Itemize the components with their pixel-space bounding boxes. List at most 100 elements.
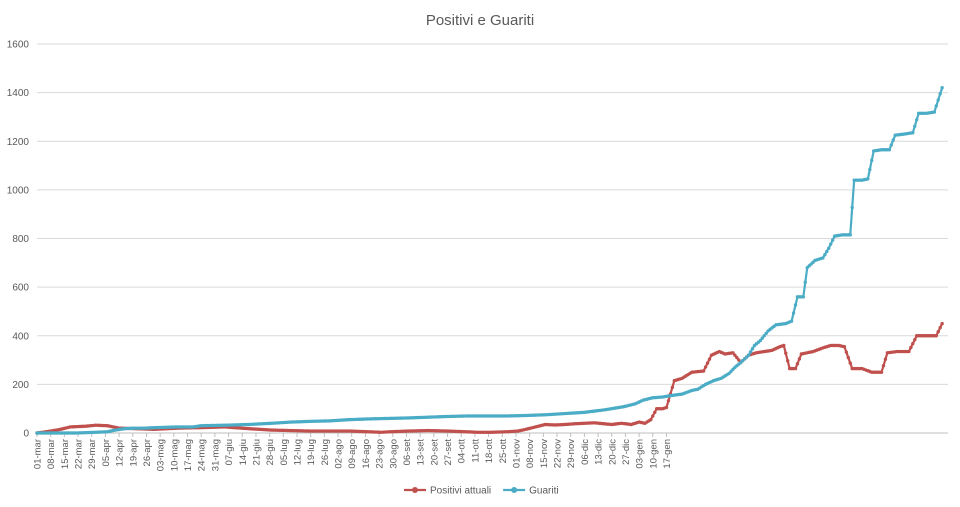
x-tick-label: 14-giu <box>238 439 249 465</box>
data-point <box>737 358 741 362</box>
data-point <box>789 319 794 323</box>
x-tick-label: 16-ago <box>361 439 372 469</box>
data-point <box>784 351 788 355</box>
data-point <box>913 338 917 342</box>
data-point <box>703 365 708 369</box>
data-point <box>651 414 655 418</box>
data-point <box>707 357 712 361</box>
data-point <box>758 338 763 343</box>
legend-label: Guariti <box>529 486 558 497</box>
data-point <box>649 417 653 422</box>
data-point <box>848 361 852 365</box>
data-point <box>909 345 913 350</box>
series-line <box>37 87 944 435</box>
x-tick-label: 04-ott <box>457 439 468 464</box>
grid-lines <box>37 43 948 434</box>
legend-swatch-marker <box>511 487 518 493</box>
data-point <box>666 399 671 403</box>
data-point <box>670 385 675 390</box>
x-tick-label: 11-ott <box>470 439 481 463</box>
x-tick-label: 26-apr <box>142 439 153 466</box>
data-point <box>913 124 917 128</box>
data-point <box>938 92 942 96</box>
x-tick-label: 17-gen <box>662 439 673 469</box>
x-tick-label: 15-mar <box>60 439 71 469</box>
x-tick-label: 13-dic <box>594 439 605 465</box>
x-tick-label: 02-ago <box>334 439 345 469</box>
data-point <box>664 405 669 410</box>
x-tick-label: 27-dic <box>621 439 632 465</box>
x-tick-label: 17-mag <box>183 439 194 471</box>
x-tick-label: 28-giu <box>265 439 276 465</box>
x-tick-label: 03-mag <box>156 439 167 471</box>
data-point <box>786 359 790 363</box>
x-tick-label: 06-dic <box>580 439 591 465</box>
data-point <box>846 355 850 360</box>
legend-item-0: Positivi attuali <box>404 486 491 497</box>
x-tick-label: 26-lug <box>320 439 331 465</box>
data-point <box>940 86 944 90</box>
data-point <box>705 361 710 365</box>
x-tick-label: 27-set <box>443 439 454 466</box>
data-point <box>940 321 944 326</box>
data-point <box>764 331 768 336</box>
y-tick-label: 600 <box>12 283 29 294</box>
y-tick-label: 1400 <box>7 88 30 99</box>
x-tick-label: 23-ago <box>375 439 386 469</box>
x-tick-label: 03-gen <box>635 439 646 469</box>
x-axis-ticks: 01-mar 08-mar 15-mar 22-mar 29-mar 05-apr 12-a… <box>33 433 673 471</box>
x-tick-label: 15-nov <box>539 439 550 468</box>
data-point <box>701 369 706 373</box>
data-point <box>938 325 942 330</box>
data-point <box>915 118 919 122</box>
series-0 <box>35 321 944 435</box>
series-1 <box>35 86 944 435</box>
x-tick-label: 01-nov <box>511 439 522 468</box>
data-point <box>830 238 835 242</box>
data-point <box>797 357 802 361</box>
data-point <box>891 138 895 142</box>
x-tick-label: 12-apr <box>115 439 126 466</box>
x-tick-label: 19-apr <box>128 439 139 466</box>
x-tick-label: 24-mag <box>197 439 208 471</box>
chart-title: Positivi e Guariti <box>426 12 534 29</box>
x-tick-label: 08-nov <box>525 439 536 468</box>
data-point <box>762 334 766 338</box>
series-lines <box>35 86 944 435</box>
data-point <box>821 256 825 260</box>
legend-item-1: Guariti <box>503 486 559 497</box>
data-point <box>932 110 937 114</box>
data-point <box>887 148 892 152</box>
x-tick-label: 05-lug <box>279 439 290 465</box>
x-tick-label: 08-mar <box>46 439 57 469</box>
data-point <box>936 98 940 102</box>
data-point <box>795 362 800 366</box>
x-tick-label: 10-mag <box>169 439 180 471</box>
legend-label: Positivi attuali <box>430 486 491 497</box>
x-tick-label: 29-mar <box>87 439 98 469</box>
data-point <box>791 311 796 315</box>
x-tick-label: 13-set <box>416 439 427 466</box>
y-tick-label: 1000 <box>7 185 30 196</box>
x-tick-label: 30-ago <box>388 439 399 469</box>
data-point <box>850 205 854 210</box>
x-tick-label: 31-mag <box>210 439 221 471</box>
y-tick-label: 200 <box>12 380 29 391</box>
x-tick-label: 29-nov <box>566 439 577 468</box>
data-point <box>803 280 807 284</box>
data-point <box>733 353 737 357</box>
data-point <box>823 253 827 257</box>
x-tick-label: 21-giu <box>251 439 262 465</box>
data-point <box>870 158 874 162</box>
y-tick-label: 1200 <box>7 137 30 148</box>
legend: Positivi attuali Guariti <box>404 486 559 497</box>
data-point <box>911 341 915 346</box>
data-point <box>881 364 886 368</box>
y-tick-label: 400 <box>12 331 29 342</box>
x-tick-label: 09-ago <box>347 439 358 469</box>
x-tick-label: 19-lug <box>306 439 317 465</box>
y-tick-label: 1600 <box>7 40 30 51</box>
y-tick-label: 800 <box>12 234 29 245</box>
